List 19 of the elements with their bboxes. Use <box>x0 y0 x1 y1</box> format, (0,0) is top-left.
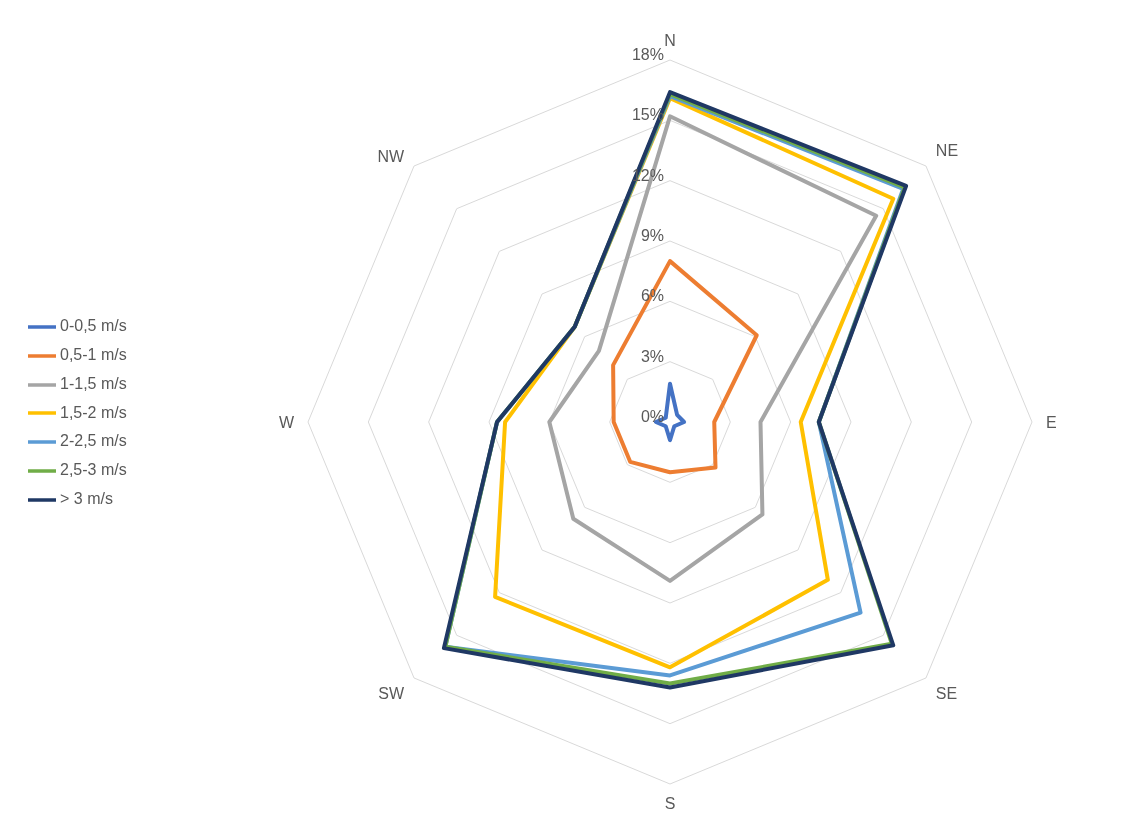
spoke-label: E <box>1046 413 1057 431</box>
spoke-label: SW <box>378 685 406 703</box>
spoke-label: NW <box>377 147 406 165</box>
y-tick-label: 0% <box>640 408 664 425</box>
y-tick-label: 3% <box>640 347 664 365</box>
spoke-label: W <box>278 413 295 431</box>
legend-label: 2-2,5 m/s <box>60 432 127 450</box>
legend-label: > 3 m/s <box>60 489 113 507</box>
legend-label: 1,5-2 m/s <box>60 403 127 421</box>
spoke-label: SE <box>935 685 958 703</box>
spoke-label: NE <box>935 142 959 160</box>
y-tick-label: 18% <box>631 46 664 63</box>
legend-label: 2,5-3 m/s <box>60 461 127 479</box>
y-tick-label: 9% <box>640 227 664 244</box>
legend-label: 1-1,5 m/s <box>60 374 127 392</box>
legend-label: 0,5-1 m/s <box>60 346 127 364</box>
spoke-label: S <box>664 795 676 813</box>
spoke-label: N <box>664 32 676 49</box>
legend-label: 0-0,5 m/s <box>60 317 127 335</box>
